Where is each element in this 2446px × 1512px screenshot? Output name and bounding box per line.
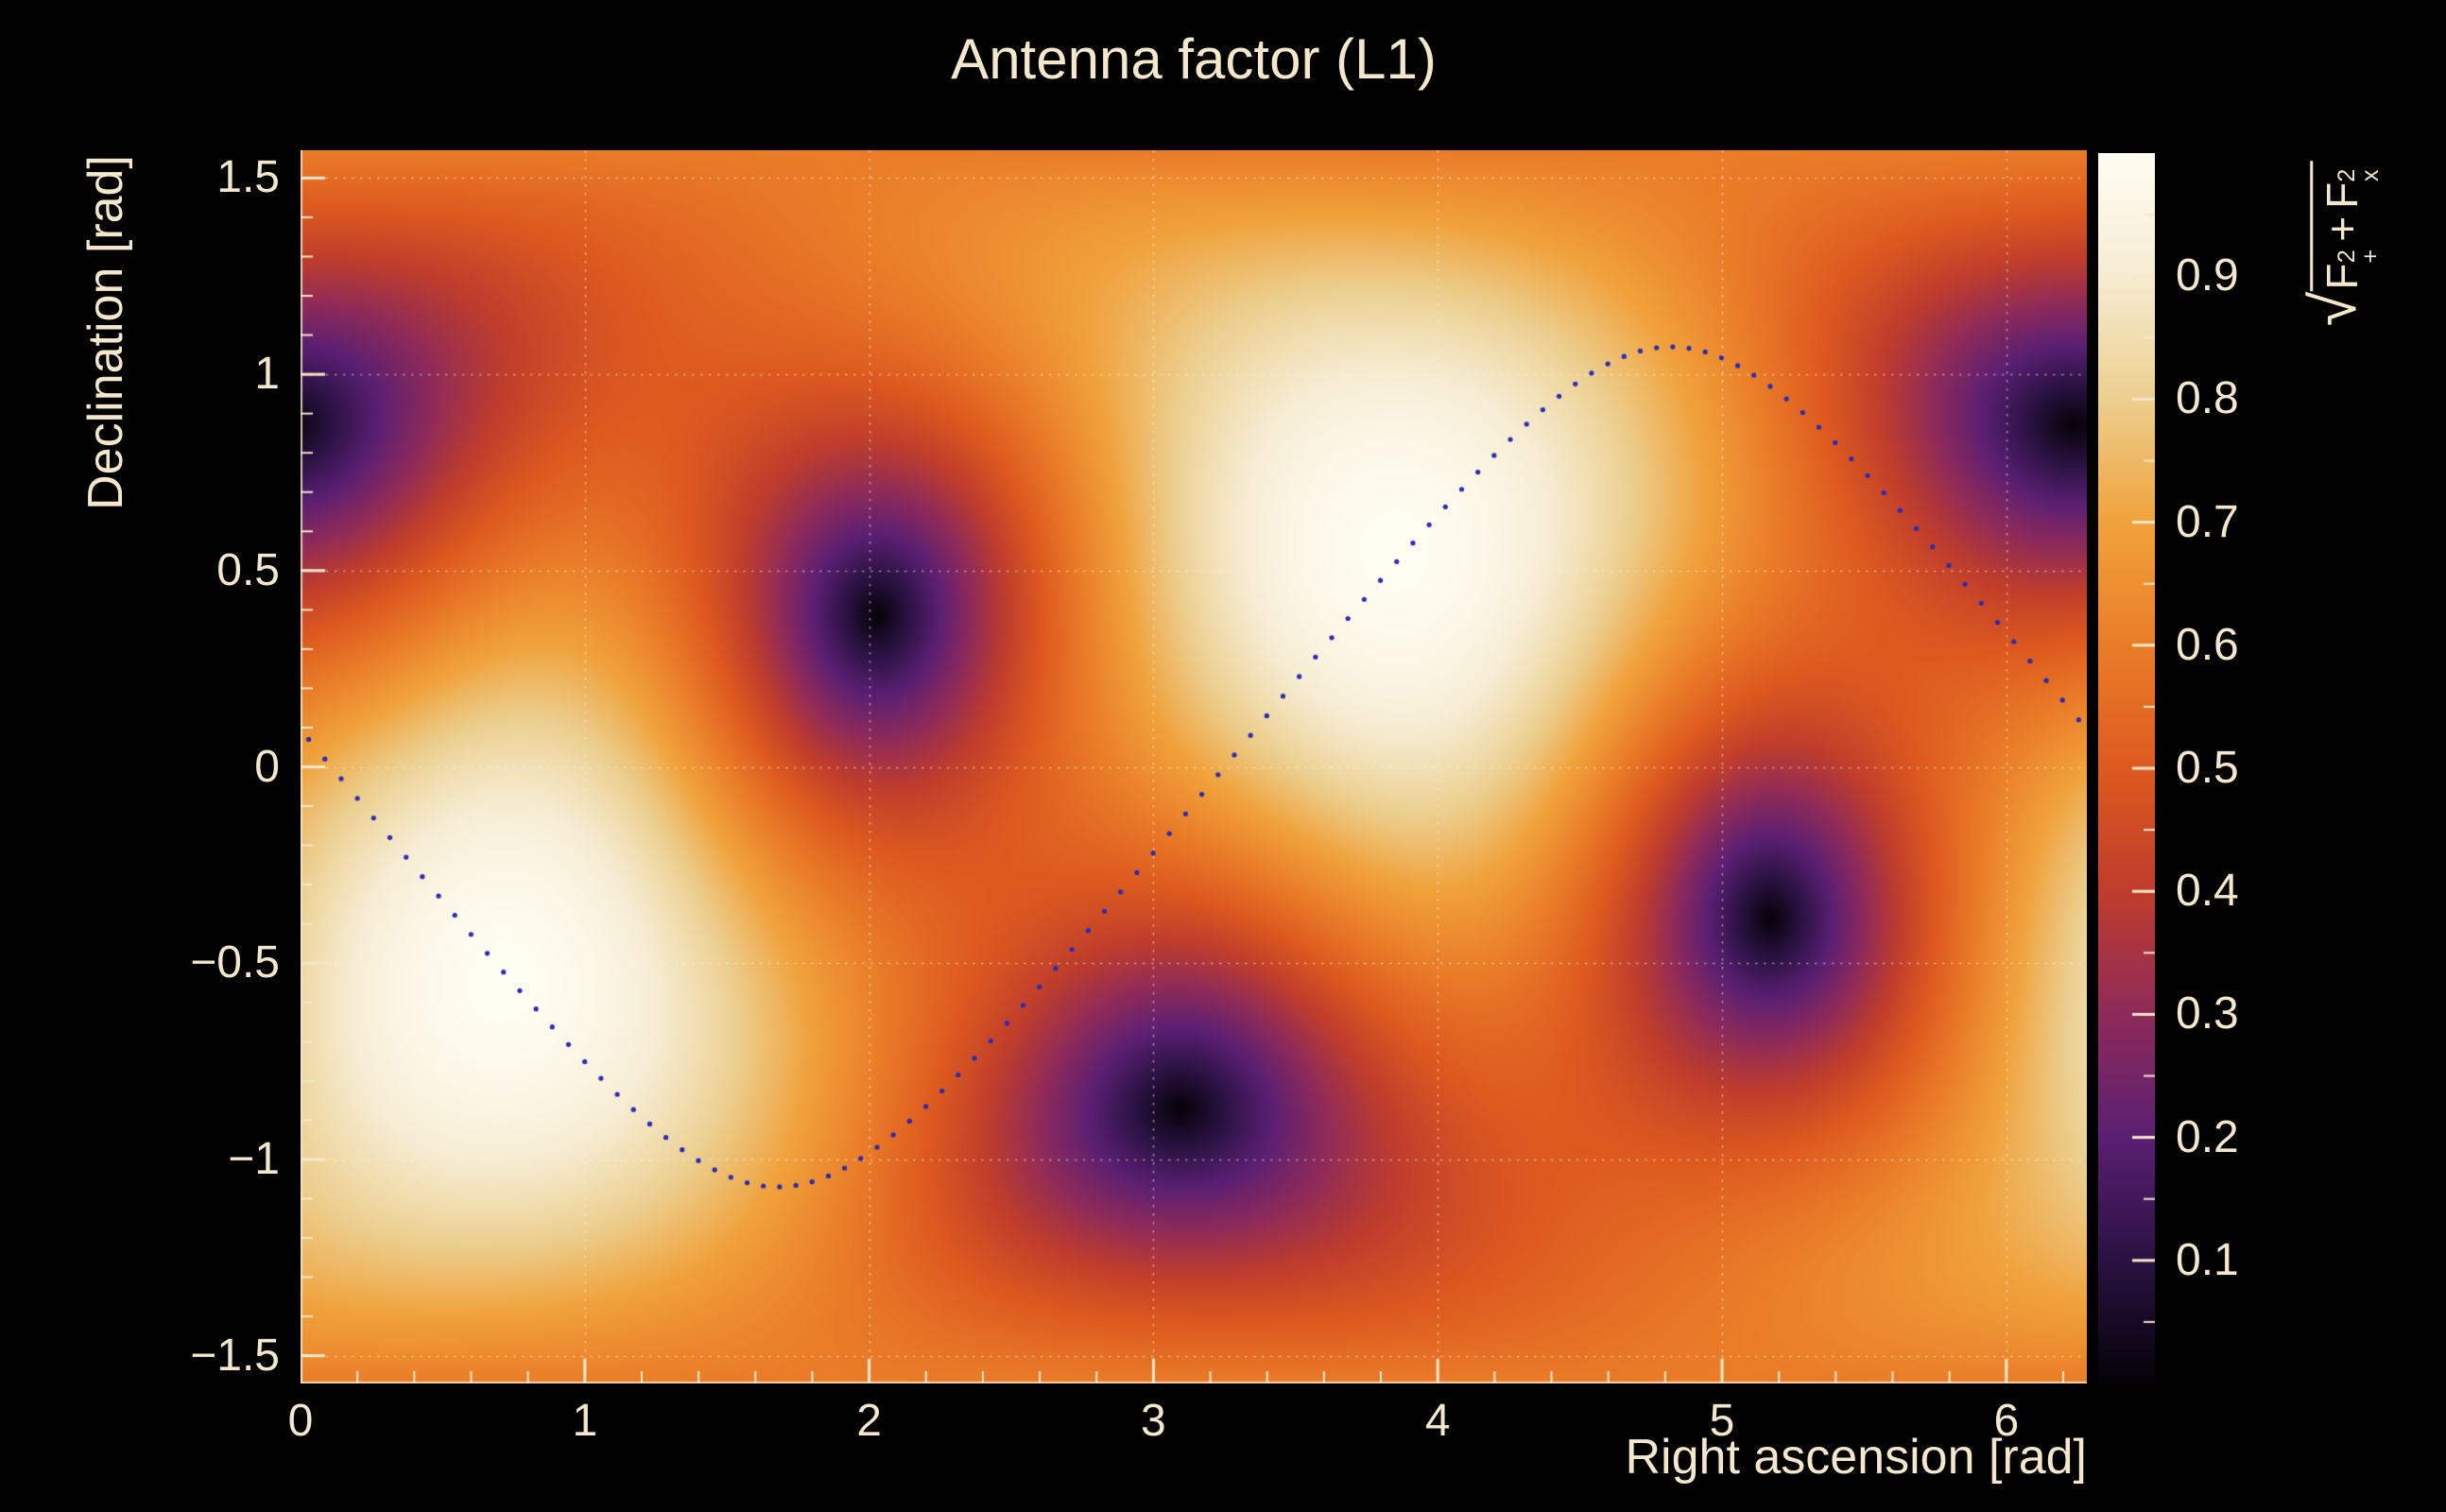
- x-tick-label: 3: [1141, 1396, 1166, 1446]
- f-cross-symbol: F: [2317, 181, 2368, 209]
- z-tick-label: 0.8: [2176, 373, 2239, 424]
- y-tick-label: 0.5: [216, 544, 280, 595]
- z-tick-label: 0.3: [2176, 988, 2239, 1040]
- z-tick-label: 0.4: [2176, 866, 2239, 917]
- z-tick-label: 0.1: [2176, 1234, 2239, 1285]
- f-cross-superscript: 2: [2334, 168, 2361, 182]
- y-tick-label: −1: [228, 1133, 280, 1184]
- f-plus-scripts: 2 +: [2334, 249, 2384, 264]
- plot-title: Antenna factor (L1): [951, 27, 1437, 91]
- y-tick-label: 1: [254, 349, 280, 400]
- z-tick-label: 0.2: [2176, 1111, 2239, 1162]
- y-tick-label: −1.5: [190, 1330, 280, 1381]
- y-tick-label: 1.5: [216, 152, 280, 203]
- y-axis-title: Declination [rad]: [78, 155, 133, 510]
- x-tick-label: 5: [1709, 1396, 1735, 1446]
- f-cross-subscript: x: [2356, 169, 2384, 182]
- y-tick-label: −0.5: [190, 937, 280, 988]
- x-tick-label: 2: [856, 1396, 882, 1446]
- f-plus-symbol: F: [2317, 263, 2368, 290]
- f-plus-subscript: +: [2356, 249, 2384, 264]
- y-tick-label: 0: [254, 741, 280, 792]
- z-tick-label: 0.5: [2176, 743, 2239, 793]
- x-tick-label: 0: [287, 1396, 314, 1446]
- x-tick-label: 1: [572, 1396, 598, 1446]
- z-tick-label: 0.9: [2176, 250, 2239, 301]
- z-tick-label: 0.7: [2176, 496, 2239, 547]
- colorbar: [2098, 153, 2155, 1383]
- colorbar-title: √ F 2 + +F 2 x: [2300, 161, 2384, 326]
- radicand: F 2 + +F 2 x: [2310, 161, 2384, 292]
- x-axis-title: Right ascension [rad]: [1625, 1430, 2088, 1485]
- x-tick-label: 6: [1993, 1396, 2020, 1446]
- radical-sign-icon: √: [2300, 291, 2370, 327]
- x-tick-label: 4: [1424, 1396, 1451, 1446]
- plus-operator: +: [2317, 215, 2368, 242]
- heatmap-canvas: [301, 150, 2087, 1383]
- f-plus-superscript: 2: [2334, 249, 2361, 264]
- z-tick-label: 0.6: [2176, 619, 2239, 670]
